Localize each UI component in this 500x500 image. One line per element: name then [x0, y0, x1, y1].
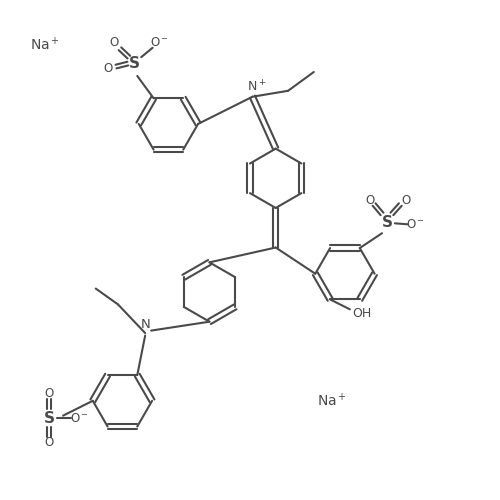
Text: Na$^+$: Na$^+$ — [317, 392, 346, 409]
Text: S: S — [130, 56, 140, 71]
Text: O$^-$: O$^-$ — [406, 218, 425, 232]
Text: O: O — [110, 36, 118, 50]
Text: O: O — [44, 436, 54, 450]
Text: O$^-$: O$^-$ — [70, 412, 90, 424]
Text: N$^+$: N$^+$ — [246, 79, 266, 94]
Text: S: S — [44, 410, 55, 426]
Text: OH: OH — [352, 307, 372, 320]
Text: O: O — [401, 194, 410, 206]
Text: Na$^+$: Na$^+$ — [30, 36, 60, 54]
Text: O$^-$: O$^-$ — [150, 36, 169, 50]
Text: O: O — [44, 387, 54, 400]
Text: S: S — [382, 215, 392, 230]
Text: O: O — [103, 62, 112, 75]
Text: N: N — [140, 318, 150, 330]
Text: O: O — [365, 194, 374, 206]
